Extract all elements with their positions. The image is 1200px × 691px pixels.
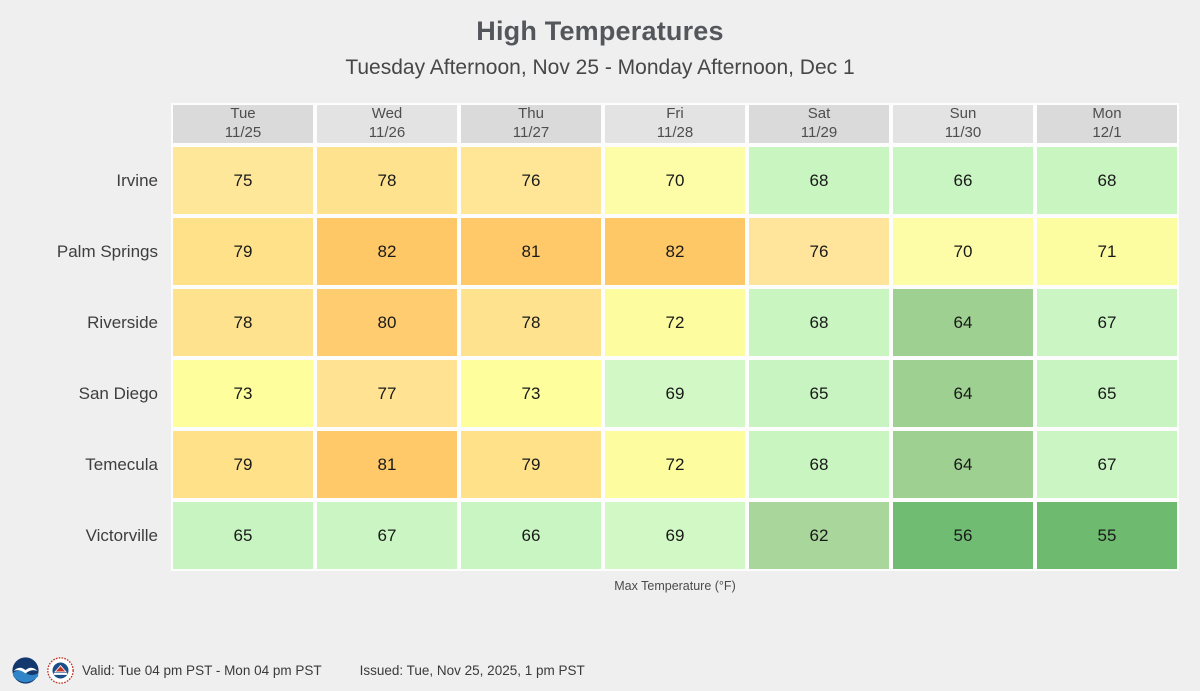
temp-cell: 80	[315, 287, 459, 358]
temp-cell: 82	[315, 216, 459, 287]
temp-cell: 81	[315, 429, 459, 500]
temp-cell: 67	[1035, 429, 1179, 500]
temperature-table: Tue 11/25 Wed 11/26 Thu 11/27 Fri 11/28 Sat 11/29…	[21, 103, 1179, 571]
temp-cell: 70	[603, 145, 747, 216]
issued-text: Issued: Tue, Nov 25, 2025, 1 pm PST	[359, 663, 585, 678]
temp-cell: 78	[315, 145, 459, 216]
column-header-date: 11/25	[224, 124, 262, 141]
temp-cell: 78	[459, 287, 603, 358]
nws-logo-icon	[47, 657, 74, 684]
column-header-date: 11/29	[800, 124, 838, 141]
column-header: Fri 11/28	[603, 103, 747, 145]
temp-cell: 77	[315, 358, 459, 429]
temp-cell: 66	[891, 145, 1035, 216]
temp-cell: 56	[891, 500, 1035, 571]
temp-cell: 79	[171, 216, 315, 287]
row-label: Palm Springs	[56, 241, 158, 261]
column-header-day: Sat	[807, 105, 831, 123]
column-header-day: Mon	[1092, 105, 1122, 123]
column-header-day: Sun	[949, 105, 977, 123]
temp-cell: 62	[747, 500, 891, 571]
temp-cell: 65	[171, 500, 315, 571]
temp-cell: 55	[1035, 500, 1179, 571]
temp-cell: 64	[891, 358, 1035, 429]
column-header: Sat 11/29	[747, 103, 891, 145]
temp-cell: 78	[171, 287, 315, 358]
temp-cell: 69	[603, 358, 747, 429]
column-header-day: Wed	[371, 105, 403, 123]
temp-cell: 73	[459, 358, 603, 429]
temp-cell: 69	[603, 500, 747, 571]
temp-cell: 64	[891, 429, 1035, 500]
temp-cell: 67	[315, 500, 459, 571]
column-header-date: 11/27	[512, 124, 550, 141]
footer: Valid: Tue 04 pm PST - Mon 04 pm PST Iss…	[12, 657, 585, 684]
column-header-day: Tue	[230, 105, 256, 123]
temp-cell: 73	[171, 358, 315, 429]
column-header-date: 11/28	[656, 124, 694, 141]
temp-cell: 68	[747, 145, 891, 216]
temp-cell: 82	[603, 216, 747, 287]
page-subtitle: Tuesday Afternoon, Nov 25 - Monday After…	[345, 56, 855, 79]
column-header-date: 12/1	[1092, 124, 1122, 141]
noaa-logo-icon	[12, 657, 39, 684]
column-header-day: Thu	[518, 105, 544, 123]
temp-cell: 79	[171, 429, 315, 500]
temp-cell: 72	[603, 429, 747, 500]
temp-cell: 65	[1035, 358, 1179, 429]
temp-cell: 75	[171, 145, 315, 216]
column-header: Sun 11/30	[891, 103, 1035, 145]
temp-cell: 76	[747, 216, 891, 287]
row-label: Irvine	[116, 170, 158, 190]
column-header-day: Fri	[666, 105, 684, 123]
temp-cell: 65	[747, 358, 891, 429]
temp-cell: 71	[1035, 216, 1179, 287]
row-label: Temecula	[85, 454, 158, 474]
column-header: Thu 11/27	[459, 103, 603, 145]
column-header: Wed 11/26	[315, 103, 459, 145]
column-header-date: 11/26	[368, 124, 406, 141]
temp-cell: 68	[747, 429, 891, 500]
valid-text: Valid: Tue 04 pm PST - Mon 04 pm PST	[82, 663, 322, 678]
table-caption: Max Temperature (°F)	[614, 579, 736, 593]
temp-cell: 68	[747, 287, 891, 358]
page-title: High Temperatures	[476, 16, 724, 46]
row-label: Victorville	[85, 525, 158, 545]
temp-cell: 81	[459, 216, 603, 287]
temp-cell: 67	[1035, 287, 1179, 358]
row-label: Riverside	[87, 312, 158, 332]
temp-cell: 68	[1035, 145, 1179, 216]
temp-cell: 72	[603, 287, 747, 358]
temp-cell: 79	[459, 429, 603, 500]
column-header-date: 11/30	[944, 124, 982, 141]
temp-cell: 70	[891, 216, 1035, 287]
temp-cell: 76	[459, 145, 603, 216]
column-header: Tue 11/25	[171, 103, 315, 145]
temp-cell: 66	[459, 500, 603, 571]
temp-cell: 64	[891, 287, 1035, 358]
corner-cell	[21, 103, 171, 145]
column-header: Mon 12/1	[1035, 103, 1179, 145]
row-label: San Diego	[78, 383, 158, 403]
